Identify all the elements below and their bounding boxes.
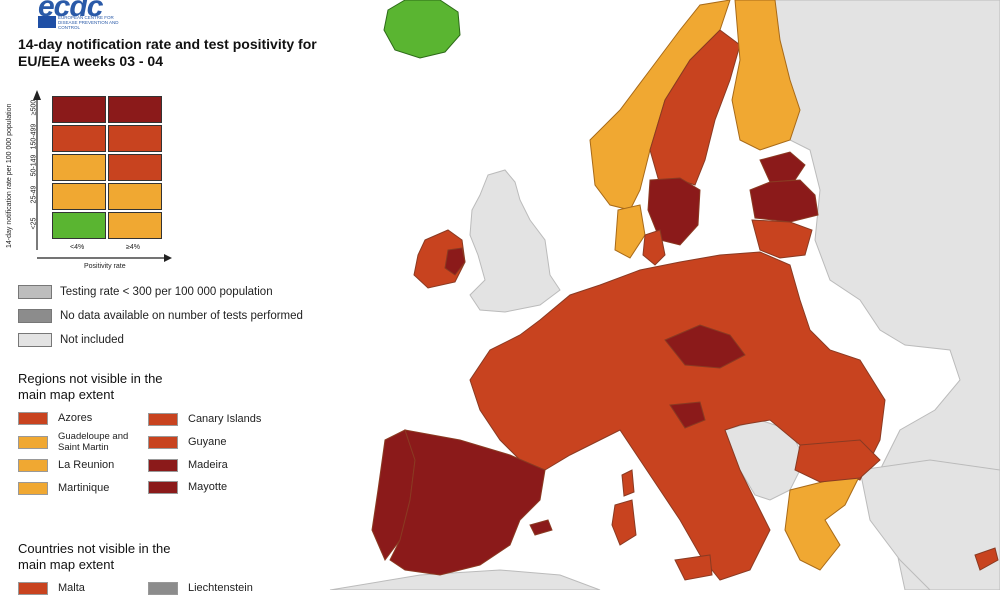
balearics xyxy=(529,519,553,536)
region-swatch xyxy=(18,482,48,495)
region-madeira: Madeira xyxy=(148,459,228,472)
country-swatch xyxy=(148,582,178,595)
country-malta: Malta xyxy=(18,582,85,595)
region-label: Azores xyxy=(58,412,93,424)
matrix-x-axis-title: Positivity rate xyxy=(84,263,126,270)
matrix-cell xyxy=(52,96,106,123)
russia-belarus-ukraine-land xyxy=(759,0,1000,590)
region-guyane: Guyane xyxy=(148,436,227,449)
logo-subtitle: EUROPEAN CENTRE FOR DISEASE PREVENTION A… xyxy=(58,15,119,30)
turkey-land xyxy=(859,459,1000,590)
matrix-cell xyxy=(108,125,162,152)
bulgaria xyxy=(794,439,881,483)
denmark xyxy=(642,229,666,266)
africa-land xyxy=(329,569,601,590)
legend-item-no-data: No data available on number of tests per… xyxy=(18,309,303,323)
matrix-cell xyxy=(108,212,162,239)
legend-swatch xyxy=(18,309,52,323)
legend-panel: ecdc EUROPEAN CENTRE FOR DISEASE PREVENT… xyxy=(0,0,330,595)
iceland xyxy=(383,0,461,59)
matrix-cell xyxy=(52,183,106,210)
country-label: Malta xyxy=(58,582,85,594)
matrix-y-axis-title: 14-day notification rate per 100 000 pop… xyxy=(6,103,13,248)
legend-item-not-included: Not included xyxy=(18,333,124,347)
latvia xyxy=(749,179,819,223)
region-swatch xyxy=(148,413,178,426)
finland xyxy=(731,0,801,151)
region-guadeloupe: Guadeloupe and Saint Martin xyxy=(18,431,138,453)
sicily xyxy=(674,554,713,581)
legend-swatch xyxy=(18,333,52,347)
region-label: Mayotte xyxy=(188,481,228,493)
matrix-y-tick: 150-499 xyxy=(30,123,38,150)
legend-label: No data available on number of tests per… xyxy=(60,310,303,322)
matrix-cell xyxy=(108,96,162,123)
spain xyxy=(389,429,546,576)
legend-label: Not included xyxy=(60,334,124,346)
country-label: Liechtenstein xyxy=(188,582,253,594)
map-title: 14-day notification rate and test positi… xyxy=(18,36,317,69)
sardinia xyxy=(611,499,637,546)
legend-label: Testing rate < 300 per 100 000 populatio… xyxy=(60,286,273,298)
lithuania xyxy=(751,219,813,259)
slovenia xyxy=(669,401,706,429)
region-label: Guyane xyxy=(188,436,227,448)
eu-flag-icon xyxy=(38,16,56,28)
czechia xyxy=(664,324,746,369)
region-canary-islands: Canary Islands xyxy=(148,413,261,426)
region-azores: Azores xyxy=(18,412,92,425)
region-swatch xyxy=(18,459,48,472)
country-liechtenstein: Liechtenstein xyxy=(148,582,253,595)
matrix-y-tick: <25 xyxy=(30,217,38,230)
countries-section-title: Countries not visible in the main map ex… xyxy=(18,541,171,572)
country-swatch xyxy=(18,582,48,595)
matrix-y-tick: ≥500 xyxy=(30,99,38,116)
uk-land xyxy=(469,169,561,313)
matrix-cell xyxy=(108,154,162,181)
region-label: Madeira xyxy=(188,459,228,471)
matrix-cell xyxy=(108,183,162,210)
sweden-south xyxy=(647,177,701,246)
ecdc-logo: ecdc xyxy=(38,0,103,23)
region-label: La Reunion xyxy=(58,459,115,471)
region-swatch xyxy=(18,412,48,425)
legend-swatch xyxy=(18,285,52,299)
region-label: Canary Islands xyxy=(188,413,262,425)
cyprus xyxy=(974,547,999,571)
matrix-axes xyxy=(33,90,172,262)
region-mayotte: Mayotte xyxy=(148,481,227,494)
norway-south xyxy=(614,204,646,259)
matrix-cell xyxy=(52,212,106,239)
region-martinique: Martinique xyxy=(18,482,109,495)
region-swatch xyxy=(148,481,178,494)
matrix-y-tick: 50-149 xyxy=(30,154,38,177)
region-swatch xyxy=(148,459,178,472)
ireland-east xyxy=(444,247,466,276)
region-swatch xyxy=(18,435,48,449)
matrix-x-tick: ≥4% xyxy=(126,244,140,251)
matrix-x-tick: <4% xyxy=(70,244,85,251)
region-label: Martinique xyxy=(58,482,110,494)
regions-section-title: Regions not visible in the main map exte… xyxy=(18,371,163,402)
estonia xyxy=(759,151,806,183)
legend-item-low-testing: Testing rate < 300 per 100 000 populatio… xyxy=(18,285,273,299)
corsica xyxy=(621,469,635,497)
matrix-cell xyxy=(52,125,106,152)
matrix-cell xyxy=(52,154,106,181)
matrix-y-tick: 25-49 xyxy=(30,185,38,204)
region-label: Guadeloupe and Saint Martin xyxy=(58,431,129,453)
region-swatch xyxy=(148,436,178,449)
region-la-reunion: La Reunion xyxy=(18,459,114,472)
